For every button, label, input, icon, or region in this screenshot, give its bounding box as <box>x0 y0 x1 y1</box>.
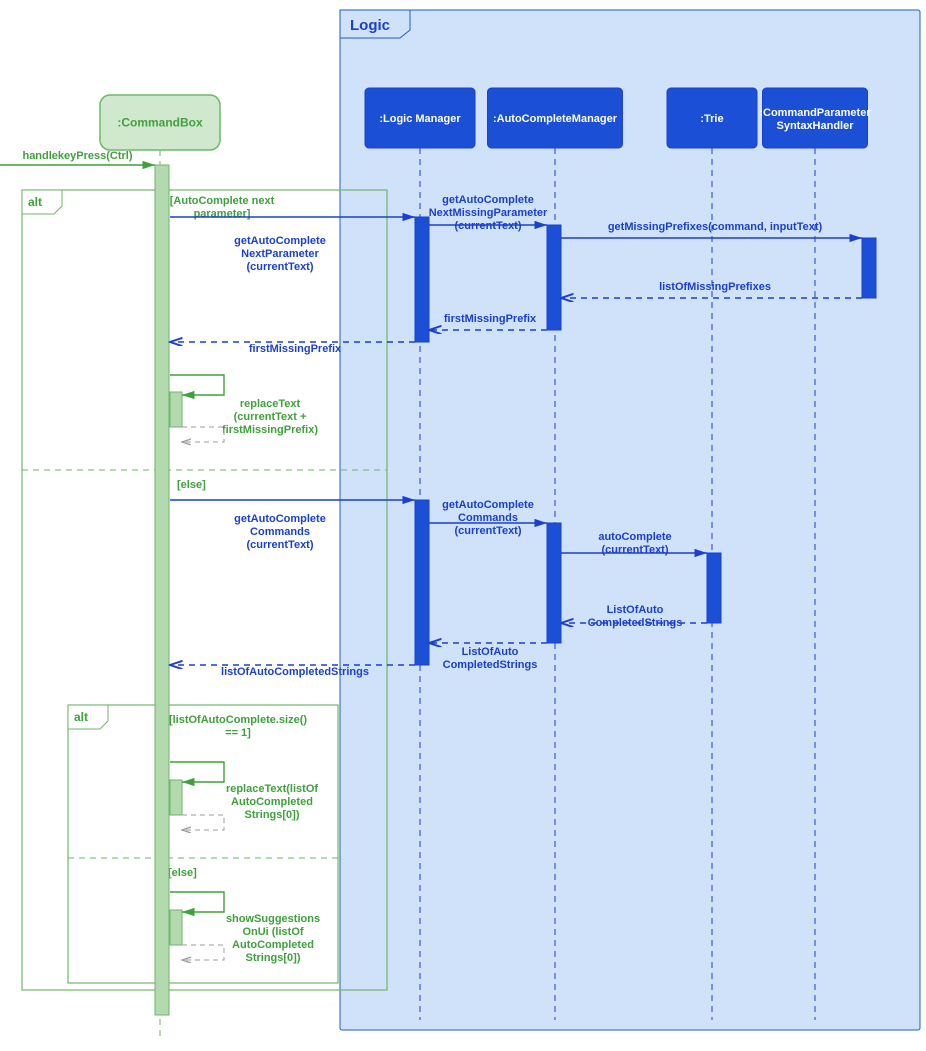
svg-text:autoComplete(currentText): autoComplete(currentText) <box>598 531 671 556</box>
svg-text:alt: alt <box>74 710 88 724</box>
svg-text::AutoCompleteManager: :AutoCompleteManager <box>493 113 618 125</box>
svg-text:showSuggestionsOnUi (listOfAut: showSuggestionsOnUi (listOfAutoCompleted… <box>226 913 320 964</box>
svg-text:[else]: [else] <box>168 867 197 879</box>
svg-text::CommandBox: :CommandBox <box>117 116 203 130</box>
svg-text:Logic: Logic <box>350 17 390 34</box>
svg-text:[listOfAutoComplete.size()== 1: [listOfAutoComplete.size()== 1] <box>169 714 307 739</box>
svg-text:alt: alt <box>28 195 42 209</box>
svg-text:getAutoCompleteCommands(curren: getAutoCompleteCommands(currentText) <box>234 513 326 551</box>
sequence-diagram: Logic :CommandBox :Logic Manager :AutoCompl… <box>0 0 926 1051</box>
svg-text:[AutoComplete nextparameter]: [AutoComplete nextparameter] <box>170 195 275 220</box>
svg-text:[else]: [else] <box>177 479 206 491</box>
svg-text:firstMissingPrefix: firstMissingPrefix <box>249 343 342 355</box>
svg-text:replaceText(currentText +first: replaceText(currentText +firstMissingPre… <box>222 398 318 436</box>
svg-text:getMissingPrefixes(command, in: getMissingPrefixes(command, inputText) <box>608 221 823 233</box>
svg-text:listOfMissingPrefixes: listOfMissingPrefixes <box>659 281 771 293</box>
svg-text::Logic Manager: :Logic Manager <box>379 113 461 125</box>
svg-text:firstMissingPrefix: firstMissingPrefix <box>444 313 537 325</box>
svg-text::Trie: :Trie <box>700 113 723 125</box>
svg-text:handlekeyPress(Ctrl): handlekeyPress(Ctrl) <box>22 150 132 162</box>
svg-text:getAutoCompleteNextParameter(c: getAutoCompleteNextParameter(currentText… <box>234 235 326 273</box>
svg-text:listOfAutoCompletedStrings: listOfAutoCompletedStrings <box>221 666 369 678</box>
svg-text:replaceText(listOfAutoComplete: replaceText(listOfAutoCompletedStrings[0… <box>226 783 318 821</box>
